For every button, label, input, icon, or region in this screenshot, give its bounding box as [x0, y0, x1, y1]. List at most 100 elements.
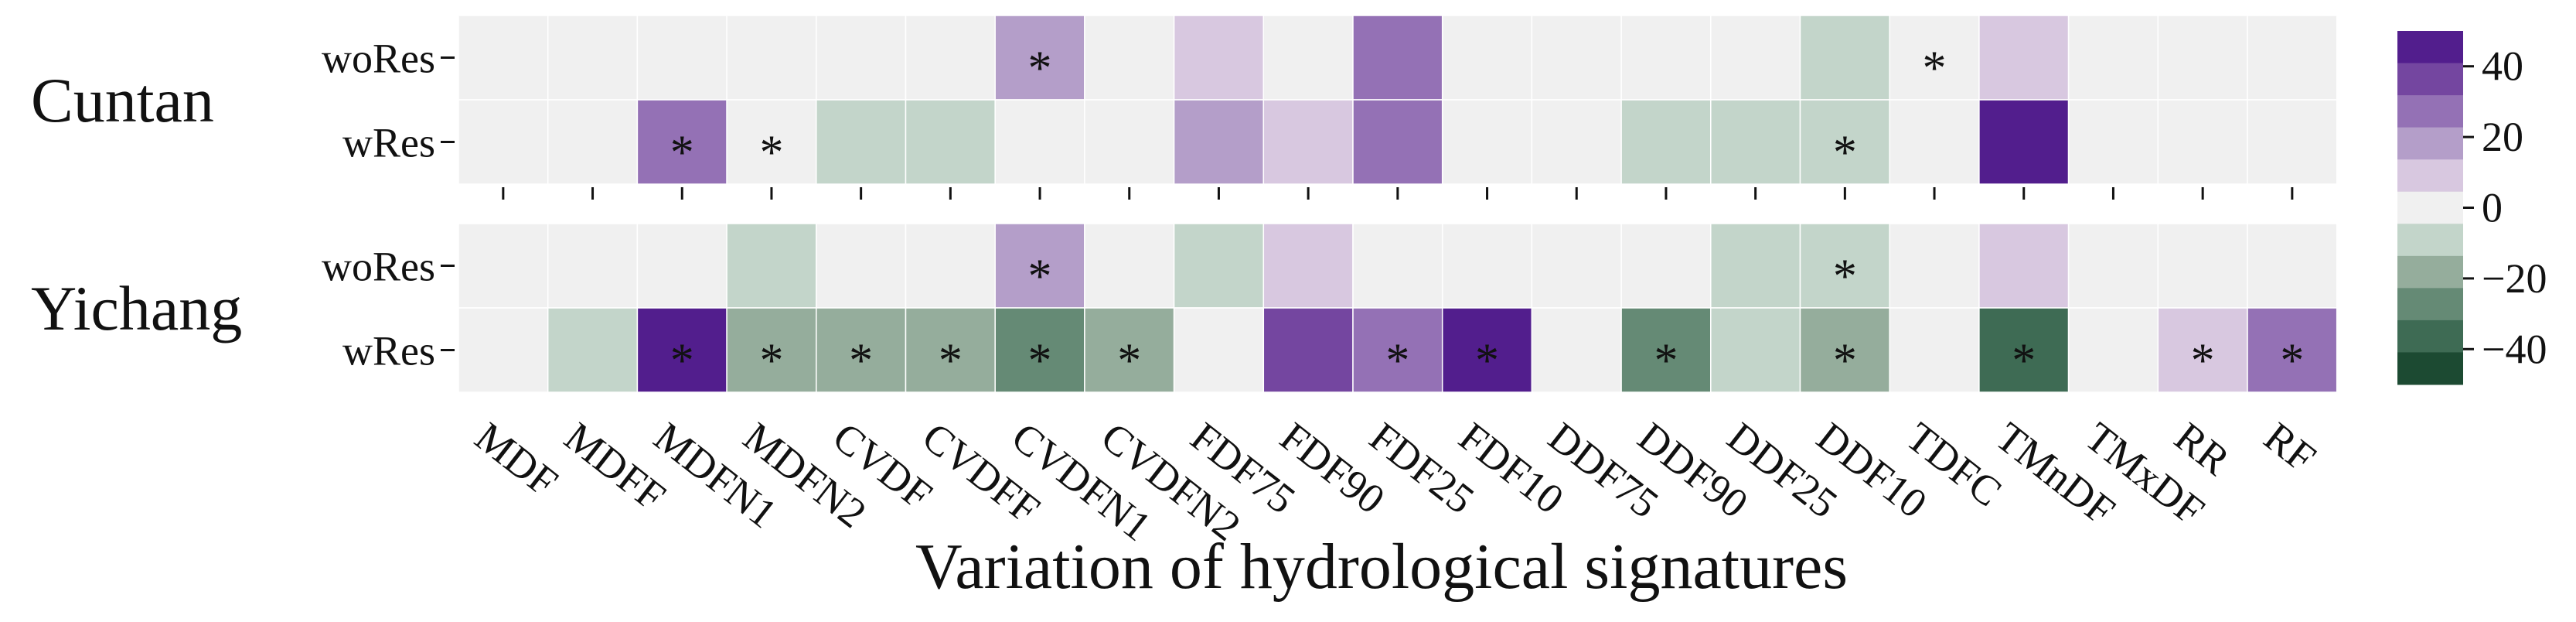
heatmap-cell: [2157, 223, 2248, 309]
colorbar-tick-label: 0: [2482, 185, 2503, 231]
heatmap-cell: [1262, 15, 1354, 101]
heatmap-cell: [1799, 15, 1890, 101]
heatmap-cell: [1710, 307, 1801, 393]
colorbar-tick-label: −40: [2482, 326, 2547, 372]
significance-marker: *: [1654, 335, 1678, 388]
heatmap-cell: [458, 99, 549, 185]
heatmap-cell: [1531, 223, 1622, 309]
heatmap-cell: [994, 307, 1085, 393]
heatmap-cell: [636, 223, 727, 309]
heatmap-cell: [1531, 15, 1622, 101]
heatmap-cell: [1084, 223, 1175, 309]
heatmap-cell: [2247, 15, 2338, 101]
heatmap-cell: [994, 99, 1085, 185]
heatmap-cell: [1084, 99, 1175, 185]
row-label: woRes: [322, 244, 435, 290]
significance-marker: *: [939, 335, 963, 388]
row-label: wRes: [342, 120, 435, 166]
heatmap-cell: [547, 307, 639, 393]
heatmap-cell: [1710, 99, 1801, 185]
heatmap-cell: [816, 15, 907, 101]
heatmap-cell: [1620, 223, 1712, 309]
heatmap-cell: [726, 15, 817, 101]
significance-marker: *: [759, 127, 783, 179]
heatmap-cell: [1352, 99, 1443, 185]
significance-marker: *: [670, 335, 694, 388]
heatmap-cell: [2067, 99, 2159, 185]
colorbar-segment: [2397, 255, 2463, 289]
x-axis-label: Variation of hydrological signatures: [915, 531, 1848, 603]
heatmap-cell: [458, 15, 549, 101]
heatmap-cell: [1441, 223, 1533, 309]
significance-marker: *: [1833, 335, 1857, 388]
significance-marker: *: [759, 335, 783, 388]
significance-marker: *: [2012, 335, 2036, 388]
heatmap-cell: [1531, 307, 1622, 393]
heatmap-cell: [1889, 15, 1980, 101]
colorbar-segment: [2397, 95, 2463, 128]
colorbar-segment: [2397, 224, 2463, 257]
colorbar-tick-label: −20: [2482, 255, 2547, 302]
x-tick-label: FDF10: [1450, 413, 1573, 523]
heatmap-cell: [1352, 223, 1443, 309]
significance-marker: *: [670, 127, 694, 179]
heatmap-cell: [726, 307, 817, 393]
significance-marker: *: [2191, 335, 2215, 388]
heatmap-cell: [1173, 223, 1265, 309]
heatmap-cell: [1978, 307, 2070, 393]
colorbar-segment: [2397, 320, 2463, 353]
heatmap-cell: [2247, 223, 2338, 309]
significance-marker: *: [1385, 335, 1409, 388]
colorbar-segment: [2397, 63, 2463, 96]
x-tick-label: MDFF: [556, 413, 674, 520]
heatmap-cell: [726, 99, 817, 185]
significance-marker: *: [1117, 335, 1141, 388]
colorbar-segment: [2397, 31, 2463, 64]
significance-marker: *: [1923, 43, 1947, 95]
x-tick-label: MDF: [466, 413, 566, 505]
heatmap-cell: [1262, 223, 1354, 309]
heatmap-cell: [1352, 15, 1443, 101]
heatmap-cell: [1889, 223, 1980, 309]
x-tick-label: FDF25: [1361, 413, 1483, 523]
heatmap-cell: [1710, 15, 1801, 101]
colorbar-segment: [2397, 288, 2463, 321]
significance-marker: *: [1028, 43, 1052, 95]
heatmap-cell: [1889, 307, 1980, 393]
heatmap-cell: [1084, 307, 1175, 393]
colorbar-tick-label: 20: [2482, 114, 2523, 160]
heatmap-cell: [2067, 307, 2159, 393]
heatmap-cell: [2157, 15, 2248, 101]
heatmap-cell: [1978, 99, 2070, 185]
heatmap-cell: [1889, 99, 1980, 185]
heatmap-cell: [726, 223, 817, 309]
heatmap-cell: [1620, 15, 1712, 101]
significance-marker: *: [2280, 335, 2304, 388]
heatmap-cell: [547, 15, 639, 101]
heatmap-cell: [816, 307, 907, 393]
heatmap-cell: [905, 99, 996, 185]
heatmap-cell: [2247, 307, 2338, 393]
heatmap-cell: [1620, 99, 1712, 185]
heatmap-cell: [1173, 307, 1265, 393]
heatmap-cell: [1799, 223, 1890, 309]
colorbar-tick-label: 40: [2482, 43, 2523, 90]
significance-marker: *: [1028, 335, 1052, 388]
colorbar-segment: [2397, 159, 2463, 193]
significance-marker: *: [1028, 251, 1052, 303]
heatmap-cell: [1978, 223, 2070, 309]
x-tick-label: FDF90: [1272, 413, 1394, 523]
row-label: wRes: [342, 328, 435, 374]
heatmap-cell: [1531, 99, 1622, 185]
heatmap-cell: [2067, 223, 2159, 309]
heatmap-cell: [2157, 307, 2248, 393]
colorbar-segment: [2397, 191, 2463, 224]
significance-marker: *: [849, 335, 873, 388]
heatmap-cell: [2067, 15, 2159, 101]
heatmap-cell: [816, 223, 907, 309]
heatmap-cell: [905, 307, 996, 393]
station-label: Yichang: [31, 273, 242, 343]
heatmap-cell: [1173, 99, 1265, 185]
heatmap-cell: [1262, 307, 1354, 393]
heatmap-cell: [458, 307, 549, 393]
